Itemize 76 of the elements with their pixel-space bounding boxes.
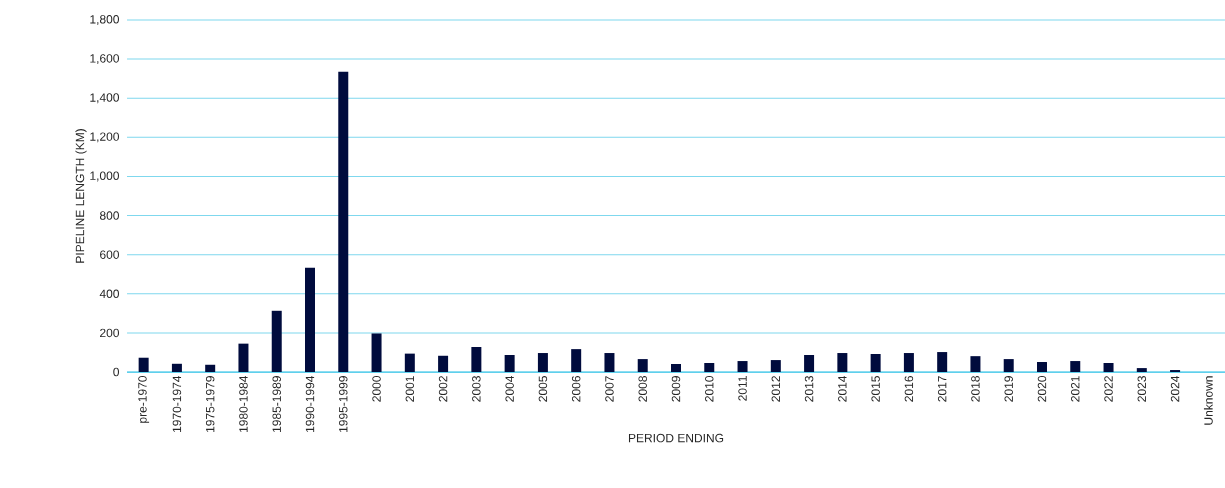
y-tick-label: 600 <box>100 250 120 259</box>
bar <box>1003 359 1014 372</box>
bar <box>1103 363 1114 372</box>
x-tick-label: 2007 <box>605 376 614 402</box>
y-axis-title: PIPELINE LENGTH (KM) <box>75 129 87 263</box>
x-tick-label: 2012 <box>771 376 781 402</box>
x-tick-label: 2009 <box>671 376 681 402</box>
bar <box>205 364 216 372</box>
bar <box>404 353 415 372</box>
y-tick-label: 1,400 <box>90 93 120 104</box>
x-tick-label: 1985-1989 <box>272 376 281 433</box>
x-axis-title: PERIOD ENDING <box>628 433 724 443</box>
bar <box>837 353 848 372</box>
x-tick-label: 2024 <box>1170 375 1180 402</box>
x-tick-label: 2001 <box>405 376 415 402</box>
x-tick-label: Unknown <box>1203 376 1213 425</box>
bar <box>604 353 615 372</box>
x-tick-label: 2018 <box>971 376 980 402</box>
x-tick-label: 2014 <box>838 375 847 402</box>
bar <box>305 267 315 372</box>
bar <box>1036 362 1047 372</box>
y-tick-label: 1,800 <box>90 15 120 25</box>
x-tick-label: 2008 <box>638 376 647 402</box>
x-tick-label: 1990-1994 <box>305 375 315 433</box>
bar <box>471 346 482 372</box>
x-tick-label: 1995-1999 <box>339 376 348 433</box>
x-tick-label: 1975-1979 <box>205 376 215 433</box>
x-tick-label: 2015 <box>871 376 880 402</box>
x-tick-label: 2006 <box>571 376 581 402</box>
y-tick-label: 1,000 <box>90 171 120 182</box>
x-tick-label: 2019 <box>1004 376 1013 402</box>
x-tick-label: 1970-1974 <box>172 375 182 433</box>
x-tick-label: 2022 <box>1104 376 1113 402</box>
bar <box>670 363 681 372</box>
bar <box>504 354 515 372</box>
bar <box>571 349 582 372</box>
bar <box>770 360 781 372</box>
bar <box>271 310 282 372</box>
x-tick-label: 2005 <box>538 376 548 402</box>
x-tick-label: 2013 <box>804 376 814 402</box>
bar <box>737 361 748 372</box>
x-tick-label: 2021 <box>1071 376 1080 402</box>
bar <box>238 343 249 372</box>
x-tick-label: 2020 <box>1037 376 1047 402</box>
bar <box>1136 368 1147 372</box>
bar <box>704 363 715 372</box>
y-tick-label: 0 <box>113 367 120 377</box>
bar <box>537 353 548 372</box>
bar <box>338 71 349 372</box>
x-tick-label: 2003 <box>472 376 481 402</box>
y-tick-label: 800 <box>99 211 120 220</box>
y-tick-label: 200 <box>100 328 120 338</box>
bar <box>171 363 182 372</box>
bar <box>903 353 914 372</box>
bar <box>138 357 149 372</box>
bar <box>970 356 981 372</box>
x-tick-label: 2023 <box>1137 376 1147 402</box>
bar <box>371 333 382 372</box>
bar <box>870 354 881 372</box>
x-tick-label: 2004 <box>505 375 514 402</box>
x-tick-label: 2016 <box>904 376 914 402</box>
x-tick-label: 2002 <box>438 376 448 402</box>
y-tick-label: 1,200 <box>90 132 120 143</box>
bar <box>637 359 648 372</box>
y-tick-label: 400 <box>99 289 120 299</box>
bar <box>438 355 449 372</box>
x-tick-label: 2000 <box>372 376 381 402</box>
x-tick-label: pre-1970 <box>138 376 150 423</box>
x-tick-label: 1980-1984 <box>239 375 248 433</box>
y-tick-label: 1,600 <box>90 54 120 65</box>
bar <box>804 354 815 372</box>
bar <box>1070 361 1081 372</box>
x-tick-label: 2017 <box>937 376 947 402</box>
x-tick-label: 2010 <box>705 376 714 402</box>
bar <box>937 352 948 372</box>
x-tick-label: 2011 <box>738 376 747 401</box>
